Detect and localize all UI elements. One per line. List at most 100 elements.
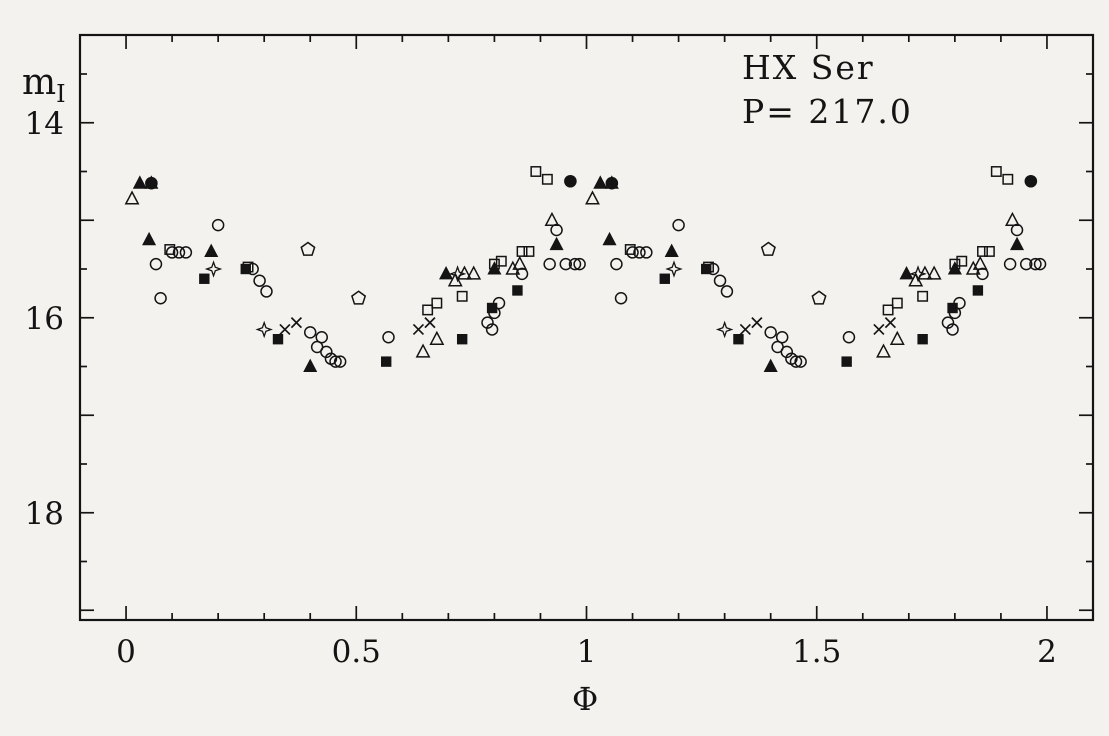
x-tick-label: 0	[116, 634, 136, 670]
period-label: P= 217.0	[742, 92, 913, 131]
open-triangle-marker	[505, 260, 521, 275]
y-tick-label: 16	[25, 301, 64, 337]
x-axis-label: Φ	[572, 680, 599, 718]
open-square-marker	[516, 246, 528, 257]
y-tick-label: 14	[25, 106, 64, 142]
open-circle-marker	[946, 323, 959, 336]
y-axis-subscript: I	[56, 80, 66, 109]
open-circle-marker	[842, 331, 856, 344]
open-circle-marker	[165, 246, 179, 259]
x-tick-label: 1	[577, 634, 597, 670]
open-triangle-marker	[1004, 211, 1020, 226]
cross-marker	[412, 323, 425, 336]
open-circle-marker	[713, 274, 727, 287]
cross-marker	[279, 323, 291, 336]
cross-marker	[739, 323, 751, 336]
open-circle-marker	[789, 355, 803, 368]
object-name-label: HX Ser	[742, 48, 875, 87]
open-square-marker	[624, 244, 636, 255]
filled-square-marker	[659, 273, 670, 284]
open-circle-marker	[550, 223, 563, 237]
open-square-marker	[891, 297, 903, 309]
open-circle-marker	[260, 285, 273, 298]
open-square-marker	[956, 255, 968, 267]
open-square-marker	[541, 173, 553, 185]
open-circle-marker	[179, 246, 193, 259]
open-triangle-marker	[876, 343, 891, 358]
cross-marker	[424, 317, 436, 329]
open-square-marker	[983, 246, 995, 257]
open-circle-marker	[1010, 223, 1024, 237]
open-square-marker	[164, 244, 176, 255]
filled-square-marker	[512, 285, 523, 296]
open-square-marker	[523, 246, 535, 257]
open-circle-marker	[382, 331, 395, 344]
open-circle-marker	[610, 257, 623, 271]
filled-triangle-marker	[439, 266, 454, 280]
open-triangle-marker	[965, 260, 981, 275]
filled-square-marker	[199, 273, 210, 284]
x-tick-label: 2	[1037, 634, 1057, 670]
filled-square-marker	[733, 334, 744, 345]
filled-square-marker	[947, 302, 958, 314]
open-triangle-marker	[926, 265, 942, 280]
open-square-marker	[1002, 173, 1014, 185]
filled-triangle-marker	[604, 175, 619, 189]
open-circle-marker	[485, 323, 499, 336]
filled-triangle-marker	[303, 358, 318, 372]
open-square-marker	[977, 246, 988, 257]
open-triangle-marker	[429, 330, 445, 345]
open-square-marker	[488, 258, 500, 270]
open-circle-marker	[720, 285, 734, 298]
open-triangle-marker	[544, 211, 560, 226]
filled-square-marker	[917, 334, 928, 345]
open-square-marker	[456, 290, 468, 302]
filled-triangle-marker	[132, 175, 147, 189]
open-circle-marker	[315, 331, 328, 344]
open-circle-marker	[172, 246, 186, 259]
open-circle-marker	[614, 292, 628, 305]
filled-square-marker	[841, 356, 852, 367]
open-triangle-marker	[124, 190, 140, 205]
filled-circle-marker	[1024, 174, 1038, 188]
y-tick-label: 18	[25, 496, 64, 532]
open-pentagon-marker	[351, 290, 367, 305]
x-tick-label: 0.5	[332, 634, 381, 670]
open-square-marker	[530, 166, 542, 177]
open-circle-marker	[149, 257, 163, 271]
filled-square-marker	[486, 302, 498, 314]
open-triangle-marker	[889, 330, 905, 345]
open-pentagon-marker	[300, 241, 316, 256]
open-circle-marker	[543, 257, 556, 271]
open-circle-marker	[775, 331, 789, 344]
open-circle-marker	[303, 326, 317, 339]
open-triangle-marker	[972, 255, 988, 270]
filled-triangle-marker	[1009, 236, 1025, 251]
cross-marker	[751, 317, 763, 329]
four-pointed-star-marker	[665, 260, 683, 278]
filled-triangle-marker	[204, 243, 219, 257]
open-triangle-marker	[466, 265, 482, 280]
filled-triangle-marker	[602, 231, 617, 246]
cross-marker	[884, 317, 897, 329]
open-pentagon-marker	[811, 290, 827, 305]
open-triangle-marker	[585, 190, 600, 205]
plot-frame	[78, 33, 1095, 622]
filled-square-marker	[381, 356, 392, 367]
open-square-marker	[917, 290, 929, 302]
open-circle-marker	[1019, 257, 1033, 271]
open-triangle-marker	[512, 255, 528, 270]
open-circle-marker	[329, 355, 342, 368]
filled-triangle-marker	[664, 243, 679, 257]
filled-square-marker	[456, 334, 468, 345]
open-square-marker	[431, 297, 443, 309]
open-square-marker	[882, 304, 894, 316]
open-circle-marker	[559, 257, 573, 271]
four-pointed-star-marker	[448, 265, 467, 283]
filled-triangle-marker	[144, 175, 159, 189]
open-pentagon-marker	[760, 241, 776, 256]
open-circle-marker	[1003, 257, 1017, 271]
open-circle-marker	[573, 257, 586, 271]
